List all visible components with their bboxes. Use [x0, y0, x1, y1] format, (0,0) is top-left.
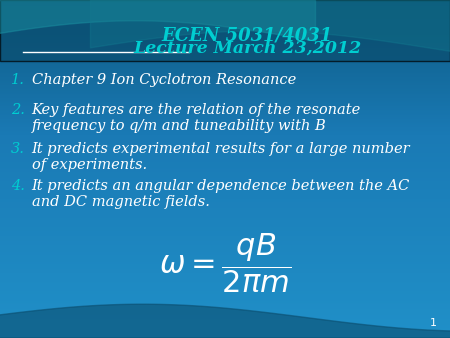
Text: It predicts an angular dependence between the AC
and DC magnetic fields.: It predicts an angular dependence betwee…: [32, 179, 410, 209]
Text: It predicts experimental results for a large number
of experiments.: It predicts experimental results for a l…: [32, 142, 410, 172]
Text: 2.: 2.: [11, 103, 25, 117]
Text: Chapter 9 Ion Cyclotron Resonance: Chapter 9 Ion Cyclotron Resonance: [32, 73, 296, 87]
Text: 1.: 1.: [11, 73, 25, 87]
Text: 3.: 3.: [11, 142, 25, 156]
Text: Key features are the relation of the resonate
frequency to q/m and tuneability w: Key features are the relation of the res…: [32, 103, 361, 133]
Text: 4.: 4.: [11, 179, 25, 193]
Text: $\omega = \dfrac{qB}{2\pi m}$: $\omega = \dfrac{qB}{2\pi m}$: [159, 232, 291, 295]
FancyBboxPatch shape: [0, 0, 450, 61]
Text: Lecture March 23,2012: Lecture March 23,2012: [133, 40, 362, 56]
Text: ECEN 5031/4031: ECEN 5031/4031: [162, 26, 333, 45]
Text: 1: 1: [429, 318, 436, 328]
